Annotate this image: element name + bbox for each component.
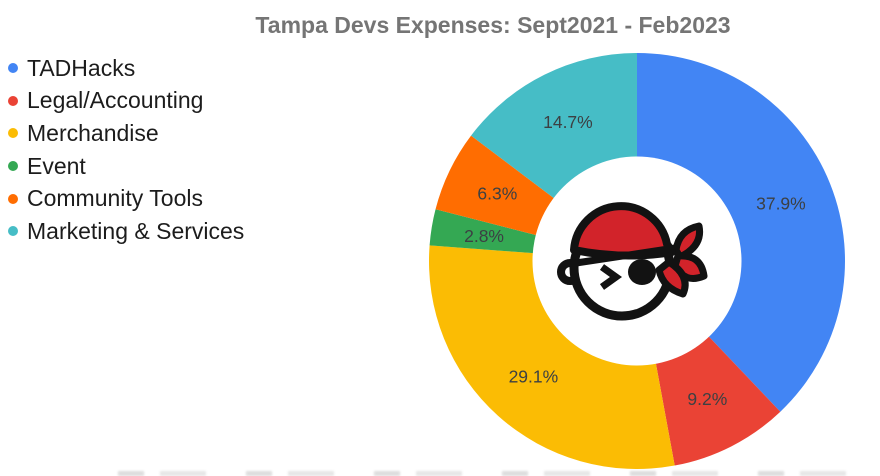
pirate-icon <box>557 202 708 321</box>
slice-label: 37.9% <box>756 193 806 213</box>
legend-item-merchandise: Merchandise <box>8 117 244 150</box>
legend-item-event: Event <box>8 150 244 183</box>
bandana-tail <box>655 258 689 298</box>
legend-label: TADHacks <box>27 54 136 81</box>
slice-label: 2.8% <box>464 226 504 246</box>
slice-label: 14.7% <box>543 112 593 132</box>
legend-swatch-icon <box>8 161 18 172</box>
legend-label: Merchandise <box>27 119 159 146</box>
slice-labels: 37.9% 9.2% 29.1% 2.8% 6.3% 14.7% <box>464 112 806 409</box>
legend-label: Community Tools <box>27 185 203 212</box>
legend-swatch-icon <box>8 95 18 106</box>
slice-tadhacks <box>637 53 845 412</box>
legend-label: Marketing & Services <box>27 217 245 244</box>
legend-item-community-tools: Community Tools <box>8 182 244 215</box>
legend-swatch-icon <box>8 128 18 139</box>
eyepatch <box>628 259 656 285</box>
chart-title: Tampa Devs Expenses: Sept2021 - Feb2023 <box>255 12 731 38</box>
slice-label: 6.3% <box>477 184 517 204</box>
cropped-content-edge <box>118 471 880 476</box>
legend-item-tadhacks: TADHacks <box>8 52 244 85</box>
legend-swatch-icon <box>8 63 18 74</box>
legend-label: Legal/Accounting <box>27 87 204 114</box>
legend-item-marketing-services: Marketing & Services <box>8 215 244 248</box>
donut-slices <box>428 53 845 469</box>
wink-eye <box>599 264 623 290</box>
slice-community-tools <box>435 135 555 236</box>
chart-legend: TADHacks Legal/Accounting Merchandise Ev… <box>8 52 244 248</box>
eyepatch-strap <box>575 244 676 267</box>
donut-chart: 37.9% 9.2% 29.1% 2.8% 6.3% 14.7% <box>428 53 845 469</box>
slice-merchandise <box>428 245 675 469</box>
slice-label: 29.1% <box>509 366 559 386</box>
legend-label: Event <box>27 152 86 179</box>
slice-marketing-services <box>471 53 637 199</box>
legend-swatch-icon <box>8 226 18 237</box>
legend-item-legal-accounting: Legal/Accounting <box>8 85 244 118</box>
legend-swatch-icon <box>8 193 18 204</box>
bandana-knot-petal-up <box>672 222 704 261</box>
slice-legal-accounting <box>655 336 781 466</box>
slice-event <box>429 209 537 254</box>
slice-label: 9.2% <box>687 389 727 409</box>
